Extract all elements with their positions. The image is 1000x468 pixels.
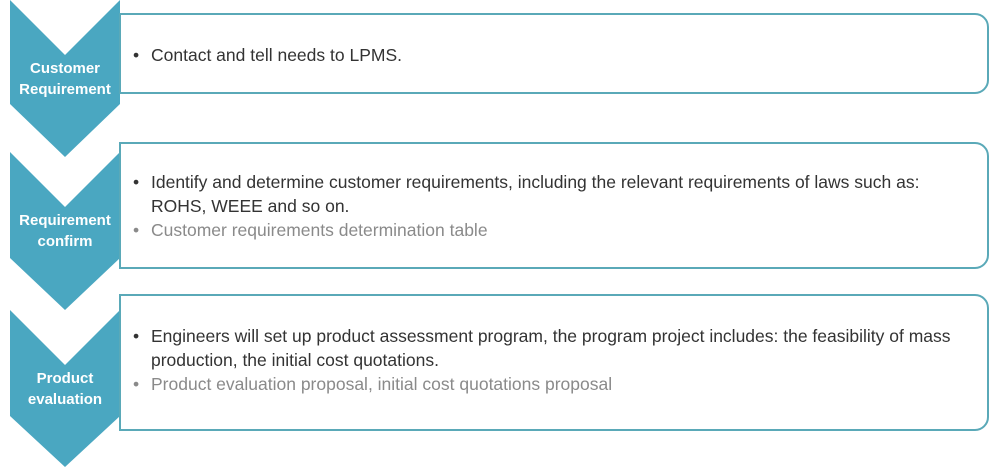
step-3-bullet: Engineers will set up product assessment…: [133, 324, 979, 372]
step-3-label: Product evaluation: [0, 368, 130, 410]
label-line: evaluation: [27, 391, 103, 408]
step-3-output: Product evaluation proposal, initial cos…: [133, 372, 979, 396]
step-2-box: Identify and determine customer requirem…: [119, 142, 989, 269]
step-2-label: Requirement confirm: [0, 210, 130, 252]
label-line: confirm: [37, 233, 93, 250]
label-line: Product: [36, 370, 94, 387]
step-1-bullet: Contact and tell needs to LPMS.: [133, 43, 987, 67]
chevron-step-1: [10, 0, 120, 157]
step-2-output: Customer requirements determination tabl…: [133, 218, 977, 242]
chevron-step-2: [10, 152, 120, 310]
label-line: Requirement: [19, 81, 111, 98]
step-3-box: Engineers will set up product assessment…: [119, 294, 989, 431]
step-1-label: Customer Requirement: [0, 58, 130, 100]
step-1-box: Contact and tell needs to LPMS.: [119, 13, 989, 94]
label-line: Requirement: [19, 212, 111, 229]
chevron-step-3: [10, 310, 120, 467]
step-2-bullet: Identify and determine customer requirem…: [133, 170, 977, 218]
label-line: Customer: [29, 60, 100, 77]
